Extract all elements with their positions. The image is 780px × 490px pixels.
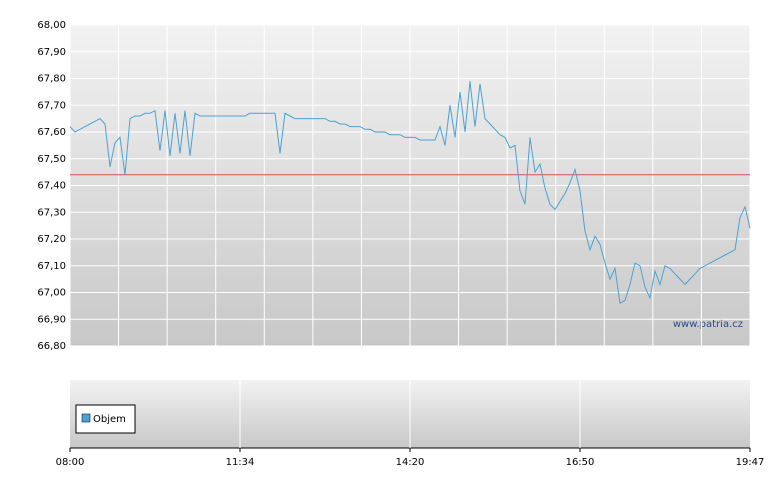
y-tick-label: 67,60 <box>37 127 66 138</box>
y-tick-label: 67,00 <box>37 288 66 299</box>
x-tick-label: 11:34 <box>226 457 255 468</box>
y-tick-label: 66,90 <box>37 314 66 325</box>
y-tick-label: 66,80 <box>37 341 66 352</box>
x-tick-label: 14:20 <box>396 457 425 468</box>
y-tick-label: 67,40 <box>37 181 66 192</box>
y-tick-label: 67,20 <box>37 234 66 245</box>
price-line <box>69 81 751 304</box>
y-tick-label: 67,70 <box>37 100 66 111</box>
y-tick-label: 68,00 <box>37 20 66 31</box>
y-tick-label: 67,90 <box>37 47 66 58</box>
watermark: www.patria.cz <box>673 319 743 330</box>
y-tick-label: 67,30 <box>37 207 66 218</box>
x-tick-label: 19:47 <box>736 457 765 468</box>
x-tick-label: 16:50 <box>566 457 595 468</box>
x-tick-label: 08:00 <box>56 457 85 468</box>
legend-swatch <box>81 413 91 423</box>
y-tick-label: 67,50 <box>37 154 66 165</box>
y-tick-label: 67,80 <box>37 74 66 85</box>
legend-label: Objem <box>93 414 126 425</box>
y-tick-label: 67,10 <box>37 261 66 272</box>
